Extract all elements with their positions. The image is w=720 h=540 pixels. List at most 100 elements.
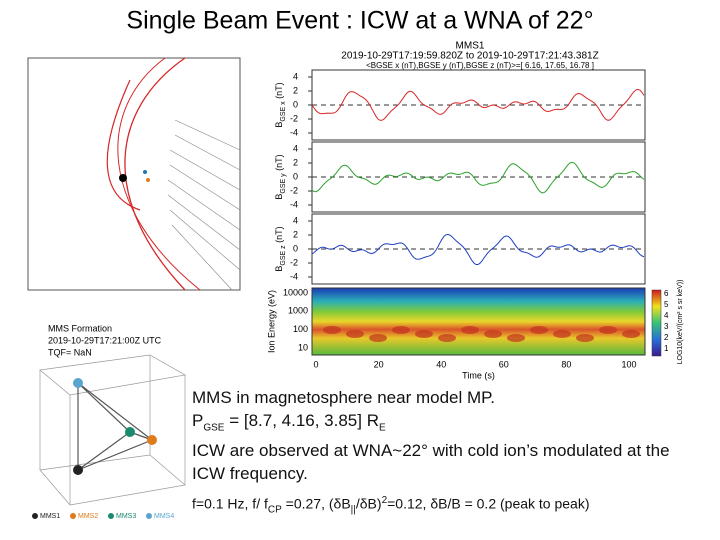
- colorbar-tick-label: 4: [664, 311, 669, 320]
- spectrogram-blob: [346, 330, 364, 338]
- y-tick-label: -2: [290, 257, 298, 267]
- panel-label: BGSE y (nT): [274, 154, 286, 199]
- note-text: CP: [267, 504, 282, 516]
- note-text: 2: [381, 495, 388, 507]
- y-tick-label: -4: [290, 271, 298, 281]
- spectrogram-blob: [576, 334, 594, 342]
- spectrogram-blob: [461, 326, 479, 334]
- spacecraft-marker: [125, 427, 135, 437]
- colorbar-tick-label: 2: [664, 333, 669, 342]
- note-text: E: [379, 422, 386, 434]
- y-tick-label: 1000: [288, 306, 308, 316]
- y-tick-label: 0: [293, 171, 298, 181]
- spectrogram-blob: [622, 330, 640, 338]
- spectrogram-blob: [484, 330, 502, 338]
- y-tick-label: 2: [293, 229, 298, 239]
- label-part: GSE x: [280, 101, 287, 122]
- colorbar: [651, 289, 662, 357]
- note-text: ICW are observed at WNA~22° with cold io…: [192, 441, 670, 484]
- y-tick-label: 100: [293, 324, 308, 334]
- spacecraft-marker: [73, 378, 83, 388]
- spectrogram-blob: [369, 334, 387, 342]
- x-tick-label: 20: [374, 359, 384, 369]
- x-axis-label: Time (s): [462, 370, 495, 380]
- y-tick-label: -2: [290, 113, 298, 123]
- y-tick-label: -2: [290, 185, 298, 195]
- y-tick-label: 2: [293, 85, 298, 95]
- formation-time: 2019-10-29T17:21:00Z UTC: [48, 335, 162, 345]
- spacecraft-marker: [147, 435, 157, 445]
- legend-label: MMS3: [116, 513, 136, 520]
- note-line: ICW are observed at WNA~22° with cold io…: [192, 439, 672, 485]
- colorbar-tick-label: 5: [664, 300, 669, 309]
- x-tick-label: 60: [499, 359, 509, 369]
- plot-interval: 2019-10-29T17:19:59.820Z to 2019-10-29T1…: [341, 51, 598, 62]
- spectrogram-label: Ion Energy (eV): [266, 290, 276, 353]
- note-text: P: [192, 411, 204, 430]
- note-line: MMS in magnetosphere near model MP.: [192, 386, 672, 409]
- formation-tqf: TQF= NaN: [48, 347, 92, 357]
- y-tick-label: -4: [290, 127, 298, 137]
- legend-label: MMS2: [78, 513, 98, 520]
- y-tick-label: 0: [293, 99, 298, 109]
- waveform: [311, 233, 645, 265]
- orbit-plot: [27, 57, 241, 291]
- y-tick-label: 10: [298, 342, 308, 352]
- colorbar-tick-label: 1: [664, 344, 669, 353]
- spectrogram-blob: [392, 326, 410, 334]
- y-tick-label: 10000: [283, 287, 308, 297]
- note-line: f=0.1 Hz, f/ fCP =0.27, (δB||/δB)2=0.12,…: [192, 489, 672, 521]
- slide-title: Single Beam Event : ICW at a WNA of 22°: [126, 7, 593, 35]
- label-part: B: [274, 122, 284, 128]
- label-part: GSE y: [280, 173, 287, 194]
- legend-swatch: [32, 513, 38, 519]
- y-tick-label: 0: [293, 243, 298, 253]
- label-part: (nT): [274, 154, 284, 173]
- label-part: B: [274, 266, 284, 272]
- spectrogram-blob: [530, 326, 548, 334]
- colorbar-label: LOG10(keV/(cm² s sr keV)): [677, 280, 684, 365]
- formation-title: MMS Formation: [48, 323, 112, 333]
- legend-swatch: [70, 513, 76, 519]
- y-tick-label: 4: [293, 71, 298, 81]
- x-tick-label: 80: [561, 359, 571, 369]
- note-text: MMS in magnetosphere near model MP.: [192, 388, 496, 407]
- legend-swatch: [146, 513, 152, 519]
- panel-label: BGSE z (nT): [274, 226, 286, 271]
- notes: MMS in magnetosphere near model MP. PGSE …: [192, 386, 672, 522]
- spectrogram-blob: [599, 326, 617, 334]
- spectrogram-blob: [507, 334, 525, 342]
- y-tick-label: 4: [293, 143, 298, 153]
- spectrogram-blob: [323, 326, 341, 334]
- spectrogram-blob: [438, 334, 456, 342]
- legend-label: MMS1: [40, 513, 60, 520]
- label-part: B: [274, 194, 284, 200]
- note-text: GSE: [203, 422, 225, 434]
- legend-swatch: [108, 513, 114, 519]
- label-part: GSE z: [280, 245, 287, 266]
- y-tick-label: 4: [293, 215, 298, 225]
- y-tick-label: 2: [293, 157, 298, 167]
- spectrogram-blob: [553, 330, 571, 338]
- note-line: PGSE = [8.7, 4.16, 3.85] RE: [192, 409, 672, 439]
- note-text: =0.27, (δB: [281, 496, 351, 513]
- note-text: = [8.7, 4.16, 3.85] R: [224, 411, 379, 430]
- note-text: =0.12, δB/B = 0.2 (peak to peak): [387, 496, 590, 513]
- label-part: (nT): [274, 82, 284, 101]
- x-tick-label: 100: [621, 359, 636, 369]
- colorbar-tick-label: 3: [664, 322, 669, 331]
- spectrogram-blob: [415, 330, 433, 338]
- plot-mean: <BGSE x (nT),BGSE y (nT),BGSE z (nT)>=[ …: [366, 61, 594, 70]
- spectrogram: [311, 287, 646, 356]
- waveform: [311, 88, 645, 121]
- x-tick-label: 0: [313, 359, 318, 369]
- waveform: [311, 161, 645, 194]
- label-part: (nT): [274, 226, 284, 245]
- colorbar-tick-label: 6: [664, 289, 669, 298]
- plot-title: MMS1: [456, 41, 485, 52]
- y-tick-label: -4: [290, 199, 298, 209]
- spacecraft-marker: [73, 465, 83, 475]
- note-text: ||: [350, 504, 356, 516]
